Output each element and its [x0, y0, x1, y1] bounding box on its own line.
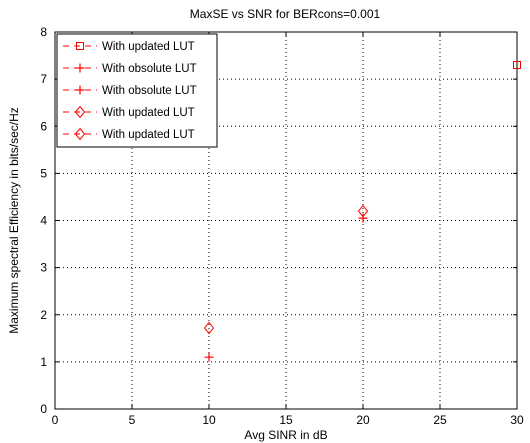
y-tick-label: 8	[40, 25, 47, 39]
x-tick-label: 30	[510, 413, 524, 427]
y-tick-label: 1	[40, 355, 47, 369]
x-tick-label: 0	[52, 413, 59, 427]
legend-label: With updated LUT	[102, 41, 195, 53]
y-tick-label: 6	[40, 119, 47, 133]
axis-ticks: 0 5 10 15 20 25 30 0 1 2 3 4 5 6 7 8	[40, 25, 524, 427]
data-point-plus	[358, 213, 368, 223]
x-tick-label: 20	[356, 413, 370, 427]
legend-entry: With updated LUT	[63, 41, 195, 53]
legend: With updated LUT With obsolute LUT With ob…	[56, 33, 218, 148]
legend-entry: With updated LUT	[63, 105, 195, 119]
x-axis-label: Avg SINR in dB	[244, 428, 327, 442]
x-tick-label: 10	[202, 413, 216, 427]
data-point-square	[513, 60, 521, 69]
y-tick-label: 0	[40, 402, 47, 416]
y-tick-label: 5	[40, 166, 47, 180]
legend-label: With updated LUT	[102, 107, 195, 119]
legend-entry: With updated LUT	[63, 127, 195, 141]
legend-marker-diamond	[74, 105, 86, 119]
data-point-plus	[204, 352, 214, 362]
x-tick-label: 15	[279, 413, 293, 427]
y-tick-label: 3	[40, 261, 47, 275]
legend-marker-square	[76, 42, 84, 50]
legend-label: With obsolute LUT	[102, 63, 197, 75]
data-point-diamond	[203, 321, 215, 335]
x-tick-label: 25	[433, 413, 447, 427]
y-axis-label: Maximum spectral Efficiency in bits/sec/…	[7, 107, 21, 334]
legend-label: With obsolute LUT	[102, 85, 197, 97]
y-tick-label: 4	[40, 214, 47, 228]
y-tick-label: 7	[40, 72, 47, 86]
chart-title: MaxSE vs SNR for BERcons=0.001	[190, 7, 381, 21]
legend-marker-diamond	[74, 127, 86, 141]
legend-label: With updated LUT	[102, 129, 195, 141]
data-point-diamond	[357, 204, 369, 218]
legend-entry: With obsolute LUT	[63, 63, 197, 75]
legend-marker-plus	[75, 63, 85, 73]
y-tick-label: 2	[40, 308, 47, 322]
data-points	[203, 60, 521, 362]
legend-marker-plus	[75, 85, 85, 95]
x-tick-label: 5	[129, 413, 136, 427]
legend-entry: With obsolute LUT	[63, 85, 197, 97]
